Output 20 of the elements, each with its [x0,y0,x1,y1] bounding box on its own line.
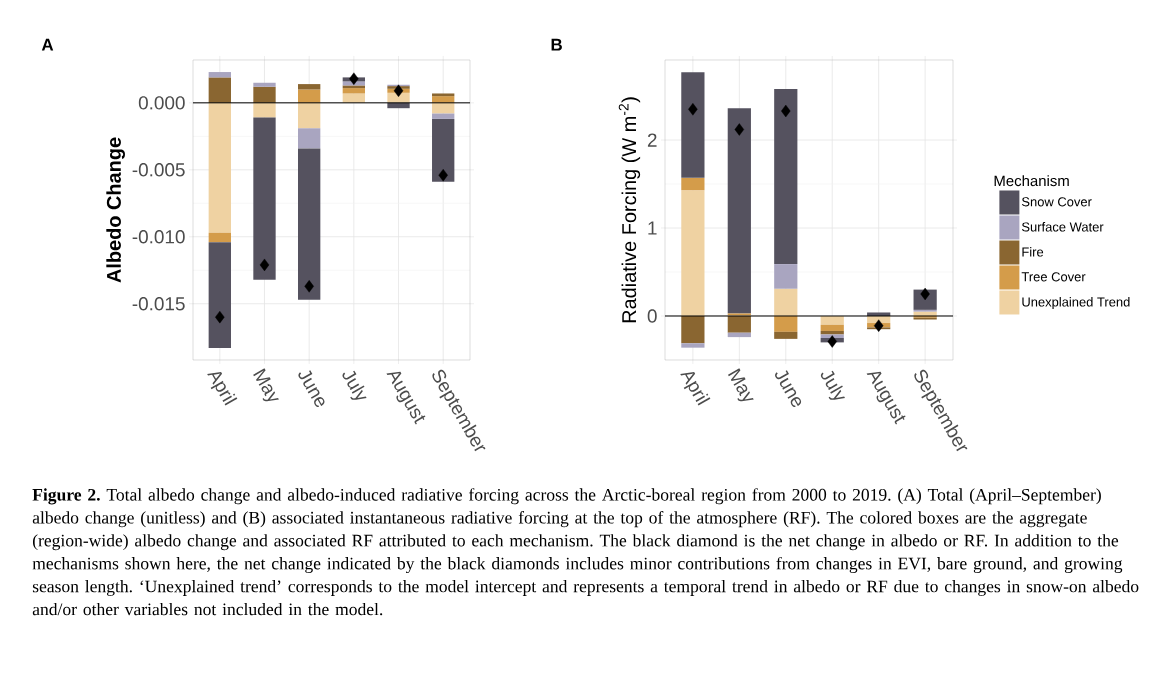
y-axis-title: Radiative Forcing (W m$^{-2}$) [618,97,641,323]
text: Figure 2. Total albedo change and albedo-induced radiative forcing across the Arctic-boreal region from 2000 to 2019. (A) Total (April–September) albedo change (unitless) and (B) associated instantaneous radiative forcing at the top of the atmosphere (RF). The colored boxes are the aggregate (region-wide) albedo change and associated RF attributed to each mechanism. The black diamond is the net change in albedo or RF. In addition to the mechanisms shown here, the net change indicated by the black diamonds includes minor contributions from changes in EVI, bare ground, and growing season length. ‘Unexplained trend’ corresponds to the model intercept and represents a temporal trend in albedo or RF due to changes in snow-on albedo and/or other variables not included in the model. [32,488,1139,616]
legend-label: Unexplained Trend [1022,297,1130,310]
legend-label: Fire [1022,247,1044,257]
y-tick-label: -0.005 [132,163,185,177]
y-tick-label: -0.015 [132,297,185,311]
y-tick-label: 1 [648,221,657,235]
y-axis-title: Albedo Change [106,137,125,283]
legend-title: Mechanism [994,175,1069,187]
legend-label: Tree Cover [1021,272,1086,282]
y-tick-label: -0.010 [132,230,185,244]
y-tick-label: 0.000 [138,96,185,110]
y-tick-label: 0 [647,309,657,323]
chart-title: B [551,38,562,51]
legend-label: Surface Water [1021,222,1104,232]
x-tick-label: July [820,370,846,400]
legend-label: Snow Cover [1021,197,1092,207]
y-tick-label: 2 [647,133,657,147]
text: A [41,38,54,51]
x-tick-label: July [342,370,367,400]
